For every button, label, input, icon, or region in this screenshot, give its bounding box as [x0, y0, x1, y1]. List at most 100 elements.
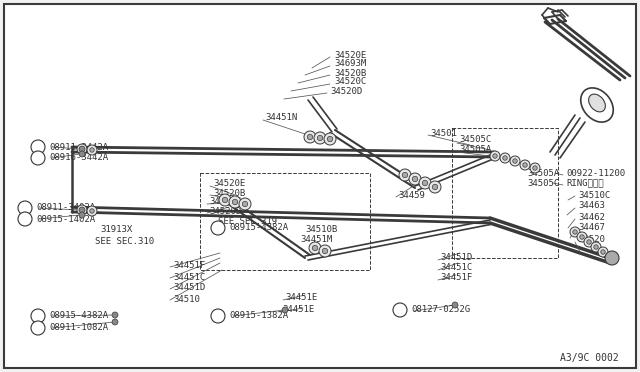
Circle shape — [580, 235, 584, 239]
Circle shape — [79, 151, 85, 157]
Circle shape — [601, 250, 605, 254]
Circle shape — [79, 207, 85, 213]
Text: 34505A: 34505A — [459, 145, 492, 154]
Text: 34520B: 34520B — [213, 189, 245, 198]
Circle shape — [523, 163, 527, 167]
Text: W: W — [35, 154, 42, 163]
Circle shape — [429, 181, 441, 193]
Text: 34520E: 34520E — [213, 180, 245, 189]
Circle shape — [419, 177, 431, 189]
Text: W: W — [21, 215, 29, 224]
Text: 08911-3442A: 08911-3442A — [49, 142, 108, 151]
Circle shape — [18, 212, 32, 226]
Circle shape — [31, 151, 45, 165]
Text: 08127-0252G: 08127-0252G — [411, 305, 470, 314]
Circle shape — [432, 184, 438, 190]
Circle shape — [79, 146, 85, 152]
Circle shape — [222, 197, 228, 203]
Circle shape — [80, 208, 84, 212]
Text: 34451C: 34451C — [440, 263, 472, 273]
Circle shape — [317, 135, 323, 141]
Circle shape — [530, 163, 540, 173]
Ellipse shape — [589, 94, 605, 112]
Text: A3/9C 0002: A3/9C 0002 — [560, 353, 619, 363]
Text: 34463: 34463 — [578, 202, 605, 211]
Circle shape — [573, 230, 577, 234]
Circle shape — [282, 307, 288, 313]
Text: 34520D: 34520D — [209, 206, 241, 215]
Text: N: N — [35, 324, 41, 333]
Circle shape — [80, 147, 84, 151]
Circle shape — [513, 159, 517, 163]
Circle shape — [112, 312, 118, 318]
Circle shape — [490, 151, 500, 161]
Text: 34451D: 34451D — [440, 253, 472, 263]
Circle shape — [18, 201, 32, 215]
Text: N: N — [35, 142, 41, 151]
Text: 34451F: 34451F — [440, 273, 472, 282]
Circle shape — [403, 172, 408, 178]
Text: 08911-3402A: 08911-3402A — [36, 203, 95, 212]
Text: W: W — [35, 311, 42, 321]
Circle shape — [77, 205, 87, 215]
Text: 34520C: 34520C — [334, 77, 366, 87]
Text: 34510B: 34510B — [305, 224, 337, 234]
Text: 08915-1402A: 08915-1402A — [36, 215, 95, 224]
Circle shape — [503, 156, 508, 160]
Circle shape — [79, 212, 85, 218]
Circle shape — [319, 245, 331, 257]
Circle shape — [243, 201, 248, 207]
Circle shape — [219, 194, 231, 206]
Text: 08915-1382A: 08915-1382A — [229, 311, 288, 321]
Circle shape — [211, 221, 225, 235]
Text: 34501: 34501 — [430, 128, 457, 138]
Circle shape — [87, 145, 97, 155]
Text: B: B — [397, 305, 403, 314]
Text: N: N — [22, 203, 28, 212]
Circle shape — [584, 237, 594, 247]
Text: 34459: 34459 — [398, 192, 425, 201]
Text: 34520E: 34520E — [334, 51, 366, 60]
Text: W: W — [214, 311, 221, 321]
Circle shape — [312, 245, 317, 251]
Circle shape — [587, 240, 591, 244]
Circle shape — [77, 144, 87, 154]
Text: 08916-3442A: 08916-3442A — [49, 154, 108, 163]
Text: 34505C: 34505C — [459, 135, 492, 144]
Text: 08915-4382A: 08915-4382A — [49, 311, 108, 321]
Circle shape — [409, 173, 421, 185]
Text: 08911-1082A: 08911-1082A — [49, 324, 108, 333]
Text: 34693M: 34693M — [334, 60, 366, 68]
Circle shape — [87, 206, 97, 216]
Text: W: W — [214, 224, 221, 232]
Circle shape — [570, 227, 580, 237]
Text: 34505C: 34505C — [527, 179, 559, 187]
Circle shape — [31, 140, 45, 154]
Text: 34520D: 34520D — [330, 87, 362, 96]
Circle shape — [90, 209, 94, 213]
Circle shape — [520, 160, 530, 170]
Circle shape — [412, 176, 418, 182]
Text: 34505A: 34505A — [527, 169, 559, 177]
Ellipse shape — [580, 88, 613, 122]
Text: SEE SEC.310: SEE SEC.310 — [95, 237, 154, 246]
Circle shape — [31, 321, 45, 335]
Circle shape — [211, 309, 225, 323]
Circle shape — [452, 302, 458, 308]
Circle shape — [314, 132, 326, 144]
Text: 08915-4382A: 08915-4382A — [229, 224, 288, 232]
Text: 34451C: 34451C — [173, 273, 205, 282]
Text: 34462: 34462 — [578, 212, 605, 221]
Circle shape — [510, 156, 520, 166]
Circle shape — [324, 133, 336, 145]
Circle shape — [393, 303, 407, 317]
Circle shape — [591, 242, 601, 252]
Circle shape — [594, 245, 598, 249]
Circle shape — [327, 136, 333, 142]
Text: 34451N: 34451N — [265, 113, 297, 122]
Circle shape — [500, 153, 510, 163]
Circle shape — [422, 180, 428, 186]
Text: SEE SEC.319: SEE SEC.319 — [218, 217, 277, 225]
Circle shape — [307, 134, 313, 140]
Circle shape — [229, 196, 241, 208]
